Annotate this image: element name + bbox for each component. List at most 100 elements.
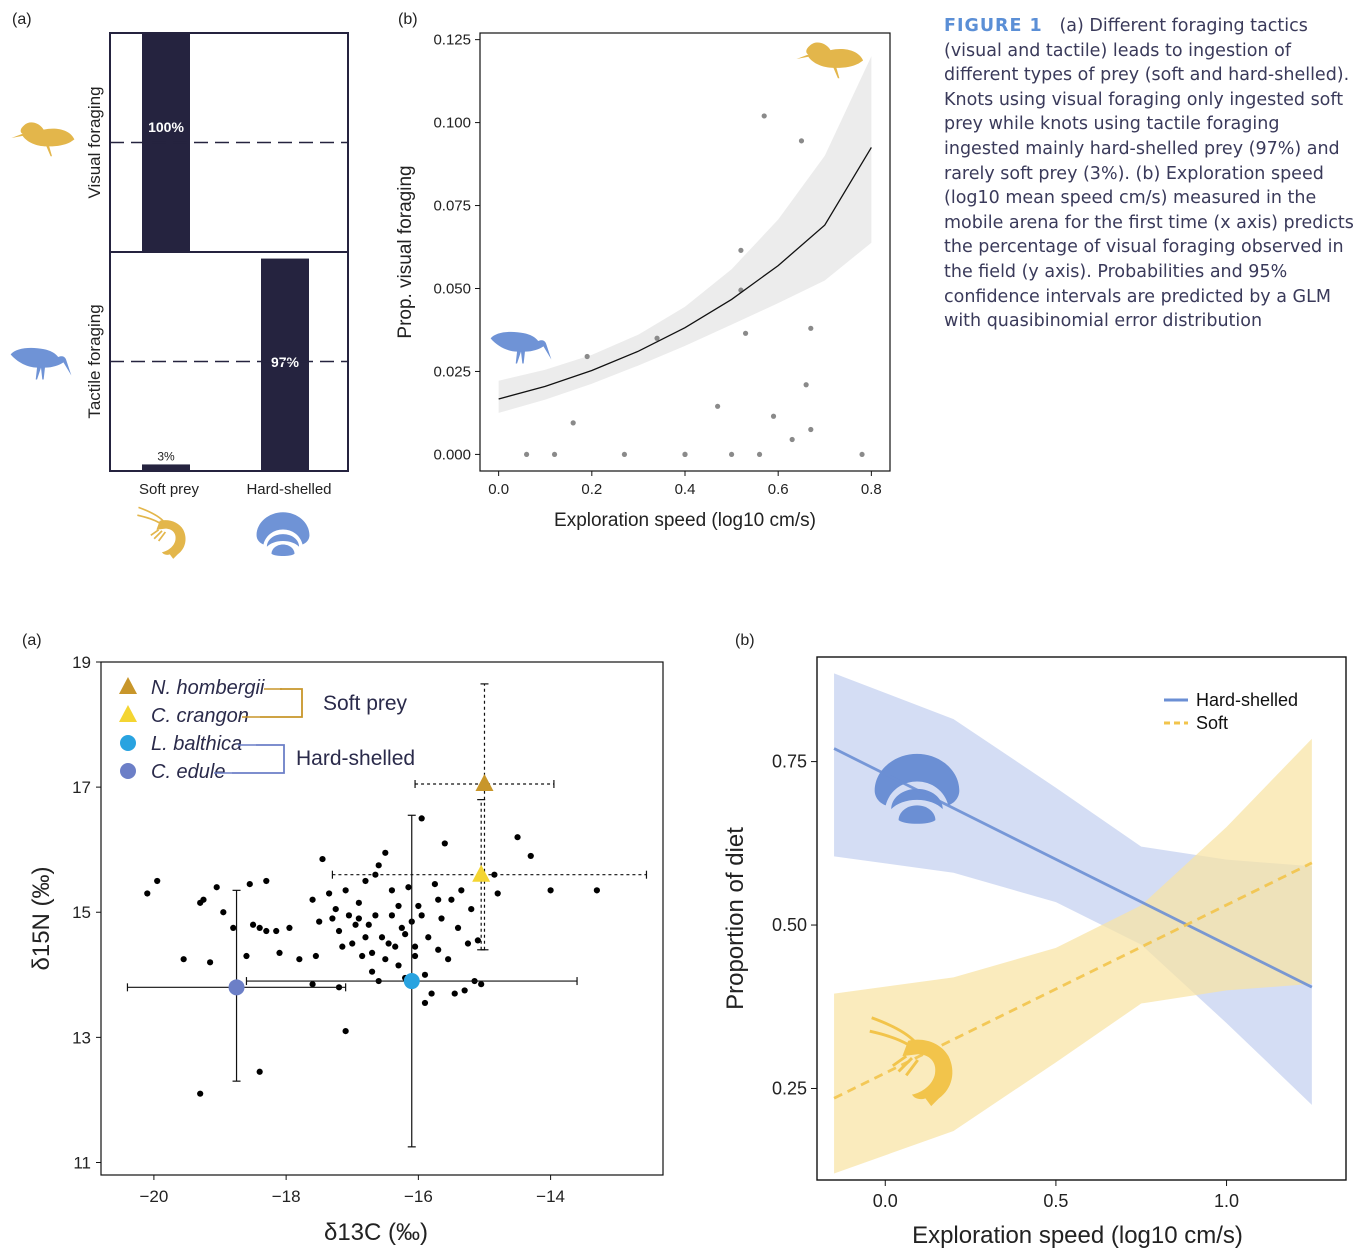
x-axis-label: Exploration speed (log10 cm/s) — [554, 510, 816, 531]
y-tick-label: 0.050 — [433, 281, 471, 298]
data-point — [206, 959, 214, 966]
data-point — [246, 880, 253, 888]
data-point — [349, 940, 356, 947]
data-point — [256, 1068, 263, 1075]
knot-tactile-icon — [490, 331, 552, 364]
data-point — [395, 902, 402, 910]
data-point — [468, 906, 475, 913]
legend-group: Soft prey — [323, 692, 408, 715]
data-point — [359, 952, 366, 960]
data-point — [494, 890, 501, 897]
y-tick-label: 0.075 — [433, 198, 471, 215]
data-point — [454, 924, 462, 931]
panel-label: (a) — [22, 632, 42, 649]
data-point — [392, 943, 399, 950]
data-point — [263, 877, 270, 885]
data-point — [803, 382, 809, 388]
data-point — [180, 956, 187, 963]
legend-marker — [119, 677, 137, 694]
legend-entry: C. edule — [151, 761, 226, 783]
legend-bracket — [232, 744, 285, 774]
y-tick-label: 11 — [73, 1153, 91, 1172]
data-point — [461, 987, 468, 994]
x-tick-label: 0.6 — [768, 481, 789, 498]
knot-tactile-icon — [10, 347, 72, 380]
data-point — [296, 956, 303, 963]
data-point — [418, 912, 425, 919]
legend-marker — [120, 735, 136, 751]
data-point — [458, 887, 465, 894]
data-point — [286, 924, 293, 931]
data-point — [584, 353, 590, 360]
caption-label: FIGURE 1 — [944, 16, 1043, 36]
x-tick-label: −20 — [139, 1187, 168, 1206]
x-axis-label: δ13C (‰) — [324, 1219, 428, 1246]
data-point — [312, 952, 319, 960]
data-point — [375, 862, 382, 869]
data-point — [197, 1090, 204, 1097]
data-point — [738, 247, 744, 253]
data-point — [428, 990, 435, 997]
y-tick-label: 13 — [72, 1028, 91, 1047]
data-point — [249, 921, 257, 928]
data-point — [742, 330, 749, 336]
data-point — [319, 855, 326, 863]
panel-label: (b) — [735, 632, 755, 649]
y-axis-label: δ15N (‰) — [28, 866, 55, 970]
data-point — [411, 943, 419, 950]
data-point — [329, 915, 336, 922]
data-point — [756, 451, 763, 458]
data-point — [491, 871, 498, 878]
data-point — [342, 887, 349, 894]
data-point — [352, 921, 359, 928]
category-label: Hard-shelled — [246, 481, 331, 498]
data-point — [382, 956, 389, 963]
y-tick-label: 0.025 — [433, 363, 471, 380]
x-tick-label: 0.4 — [675, 481, 696, 498]
source-marker — [475, 773, 494, 791]
data-point — [761, 113, 767, 119]
shrimp-icon — [136, 506, 187, 560]
data-point — [654, 335, 660, 341]
y-tick-label: 17 — [72, 778, 91, 797]
knot-visual-icon — [796, 42, 864, 79]
plot-frame — [816, 656, 1347, 1181]
data-point — [431, 880, 438, 888]
data-point — [593, 887, 600, 894]
data-point — [438, 915, 445, 922]
legend-entry: L. balthica — [151, 733, 242, 755]
data-point — [435, 896, 442, 903]
y-axis-label: Proportion of diet — [722, 827, 749, 1010]
data-point — [451, 990, 458, 997]
data-point — [276, 949, 283, 957]
knot-visual-icon — [11, 122, 75, 157]
legend-bracket — [260, 688, 303, 718]
data-point — [421, 999, 429, 1007]
data-point — [682, 451, 688, 458]
caption-text: (a) Different foraging tactics (visual a… — [944, 16, 1354, 332]
x-axis-label: Exploration speed (log10 cm/s) — [912, 1222, 1243, 1249]
source-marker — [472, 864, 491, 882]
facet-label: Tactile foraging — [85, 304, 104, 418]
data-point — [523, 451, 530, 458]
data-point — [808, 426, 814, 433]
x-tick-label: −16 — [404, 1187, 433, 1206]
data-point — [243, 952, 250, 960]
legend-entry: C. crangon — [151, 705, 249, 727]
data-point — [514, 834, 521, 841]
data-point — [405, 884, 412, 891]
data-point — [388, 912, 396, 919]
bar — [261, 258, 309, 471]
x-tick-label: 0.2 — [581, 481, 602, 498]
series-line — [833, 747, 1313, 989]
data-point — [362, 877, 369, 885]
legend-marker — [119, 705, 137, 722]
legend-group: Hard-shelled — [296, 747, 415, 770]
data-point — [770, 413, 777, 419]
data-point — [263, 927, 270, 935]
y-axis-label: Prop. visual foraging — [395, 165, 416, 338]
data-point — [213, 884, 220, 891]
data-point — [415, 902, 422, 910]
data-point — [445, 956, 452, 963]
data-point — [478, 981, 485, 988]
